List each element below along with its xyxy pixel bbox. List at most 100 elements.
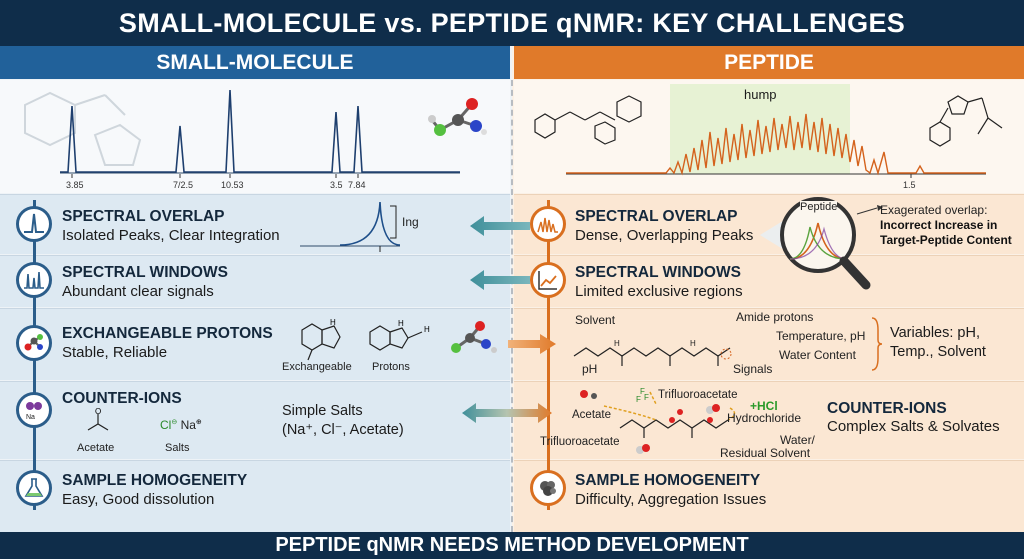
sodium-ion: Na bbox=[180, 418, 196, 432]
row-exchangeable-right bbox=[514, 308, 1024, 380]
svg-text:H: H bbox=[614, 339, 620, 348]
left-exchangeable-sub: Stable, Reliable bbox=[62, 344, 168, 361]
left-windows-sub: Abundant clear signals bbox=[62, 283, 214, 300]
row-homogeneity-left bbox=[0, 460, 510, 532]
spectrum-tick: 1.5 bbox=[903, 180, 916, 190]
small-molecule-spectrum bbox=[60, 89, 460, 178]
hump-label: hump bbox=[744, 87, 777, 102]
left-exchangeable-title: EXCHANGEABLE PROTONS bbox=[62, 325, 273, 342]
row-spectral-overlap-left bbox=[0, 194, 510, 254]
peptide-spectrum bbox=[566, 113, 986, 178]
page-title: SMALL-MOLECULE vs. PEPTIDE qNMR: KEY CHA… bbox=[0, 0, 1024, 46]
left-acetate-label: Acetate bbox=[77, 442, 115, 454]
svg-text:F: F bbox=[636, 395, 641, 404]
right-counter-ions-title: COUNTER-IONS bbox=[827, 400, 947, 417]
svg-text:H: H bbox=[424, 325, 430, 334]
amide-protons-label: Amide protons bbox=[736, 310, 814, 324]
timeline-right bbox=[547, 200, 550, 510]
protons-label: Protons bbox=[372, 361, 410, 373]
left-salts-label: Salts bbox=[165, 442, 190, 454]
small-molecule-3d-model-2 bbox=[451, 321, 497, 353]
limited-window-icon bbox=[530, 262, 566, 298]
right-homogeneity-title: SAMPLE HOMOGENEITY bbox=[575, 472, 761, 489]
row-exchangeable-left bbox=[0, 308, 510, 380]
magnifier-icon bbox=[760, 197, 871, 290]
column-divider bbox=[511, 80, 513, 532]
row-homogeneity-right bbox=[514, 460, 1024, 532]
acetate-label: Acetate bbox=[572, 409, 611, 421]
ph-label: pH bbox=[582, 362, 598, 376]
water-content-label: Water Content bbox=[779, 348, 856, 362]
signals-label: Signals bbox=[733, 362, 773, 376]
dense-peaks-icon bbox=[530, 206, 566, 242]
ions-icon-text: Na bbox=[26, 414, 35, 421]
right-homogeneity-sub: Difficulty, Aggregation Issues bbox=[575, 491, 767, 508]
background-molecule-left bbox=[24, 91, 142, 166]
variables-line2: Temp., Solvent bbox=[890, 344, 986, 360]
spectrum-tick: 7.84 bbox=[348, 180, 366, 190]
magnifier-callout-line bbox=[856, 205, 883, 215]
hydrochloride-label: Hydrochloride bbox=[727, 411, 802, 425]
chloride-ion: Cl bbox=[160, 418, 172, 432]
trifluoroacetate-bottom: Trifluoroacetate bbox=[540, 436, 620, 448]
spectrum-tick: 7/2.5 bbox=[173, 180, 194, 190]
hcl-label: +HCl bbox=[750, 399, 778, 413]
spectrum-tick: 10.53 bbox=[221, 180, 244, 190]
water-label-line2: Residual Solvent bbox=[720, 446, 811, 460]
simple-salts-line1: Simple Salts bbox=[282, 403, 363, 419]
aggregate-icon bbox=[530, 470, 566, 506]
row-spectral-windows-left bbox=[0, 255, 510, 307]
integration-label: Ing bbox=[402, 215, 419, 229]
solvent-label: Solvent bbox=[575, 313, 616, 327]
left-windows-title: SPECTRAL WINDOWS bbox=[62, 264, 228, 281]
svg-text:F: F bbox=[640, 387, 645, 396]
row-counter-ions-right bbox=[514, 381, 1024, 459]
left-overlap-sub: Isolated Peaks, Clear Integration bbox=[62, 227, 280, 244]
row-counter-ions-left bbox=[0, 381, 510, 459]
simple-salts-line2: (Na⁺, Cl⁻, Acetate) bbox=[282, 422, 404, 438]
left-overlap-title: SPECTRAL OVERLAP bbox=[62, 208, 225, 225]
trifluoroacetate-top: Trifluoroacetate bbox=[658, 389, 738, 401]
benzimidazole-structure-2: H H bbox=[369, 319, 430, 351]
arrow-row4-bidirectional bbox=[462, 403, 552, 423]
spectrum-tick: 3.85 bbox=[66, 180, 84, 190]
overlap-note-line1: Exagerated overlap: bbox=[880, 203, 988, 217]
small-molecule-spectrum-panel bbox=[0, 80, 510, 193]
right-windows-sub: Limited exclusive regions bbox=[575, 283, 743, 300]
water-label-line1: Water/ bbox=[780, 433, 815, 447]
left-homogeneity-sub: Easy, Good dissolution bbox=[62, 491, 215, 508]
footer-banner: PEPTIDE qNMR NEEDS METHOD DEVELOPMENT bbox=[0, 532, 1024, 559]
flask-icon bbox=[16, 470, 52, 506]
overlap-note-line2: Incorrect Increase in bbox=[880, 218, 998, 232]
peptide-molecule-left bbox=[534, 95, 642, 145]
right-counter-ions-sub: Complex Salts & Solvates bbox=[827, 418, 1000, 435]
right-overlap-sub: Dense, Overlapping Peaks bbox=[575, 227, 754, 244]
svg-text:H: H bbox=[330, 318, 336, 327]
row-spectral-overlap-right bbox=[514, 194, 1024, 254]
arrow-row2 bbox=[470, 270, 530, 290]
right-windows-title: SPECTRAL WINDOWS bbox=[575, 264, 741, 281]
peptide-chain-structure: H H bbox=[573, 339, 732, 366]
small-molecule-3d-model bbox=[428, 98, 487, 136]
overlap-note-line3: Target-Peptide Content bbox=[880, 233, 1012, 247]
single-peak-icon bbox=[16, 206, 52, 242]
peptide-counter-ion-structure: F F F bbox=[580, 387, 736, 454]
svg-text:H: H bbox=[690, 339, 696, 348]
svg-text:O: O bbox=[95, 407, 101, 416]
svg-text:F: F bbox=[644, 393, 649, 402]
integration-peak bbox=[300, 201, 401, 252]
arrow-row3 bbox=[508, 334, 556, 354]
row-spectral-windows-right bbox=[514, 255, 1024, 307]
temperature-ph-label: Temperature, pH bbox=[776, 329, 866, 343]
spectrum-window-icon bbox=[16, 262, 52, 298]
magnifier-label: Peptide bbox=[800, 201, 838, 213]
variables-line1: Variables: pH, bbox=[890, 325, 980, 341]
left-homogeneity-title: SAMPLE HOMOGENEITY bbox=[62, 472, 248, 489]
peptide-molecule-right bbox=[929, 95, 1003, 147]
right-overlap-title: SPECTRAL OVERLAP bbox=[575, 208, 738, 225]
salt-ions: Cl⊖ Na⊕ bbox=[160, 418, 202, 432]
arrow-row1 bbox=[470, 216, 530, 236]
peptide-header: PEPTIDE bbox=[514, 46, 1024, 79]
molecule-icon bbox=[16, 325, 52, 361]
small-molecule-header: SMALL-MOLECULE bbox=[0, 46, 510, 79]
